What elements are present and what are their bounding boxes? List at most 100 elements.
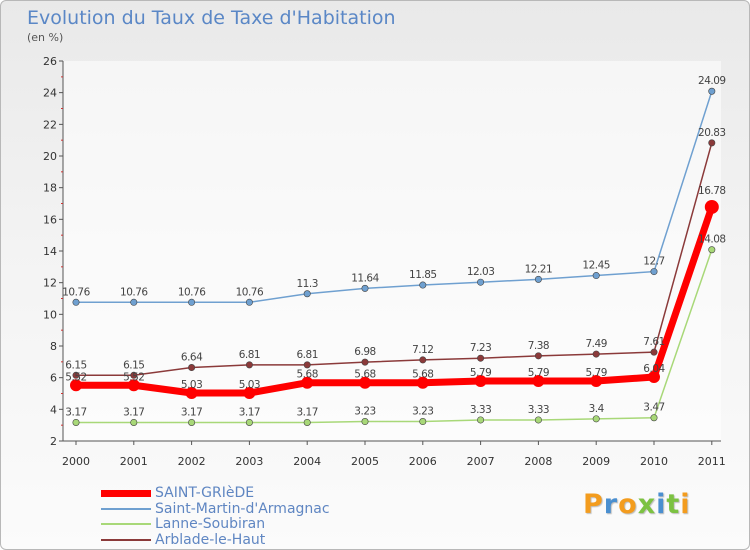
data-label: 5.79 xyxy=(586,367,607,379)
data-point xyxy=(72,418,80,426)
data-point xyxy=(592,350,600,358)
data-point xyxy=(127,379,140,392)
data-point xyxy=(130,418,138,426)
data-point xyxy=(245,418,253,426)
y-tick-label: 24 xyxy=(43,87,57,100)
data-point xyxy=(361,418,369,426)
x-tick-label: 2000 xyxy=(62,455,90,468)
data-label: 6.81 xyxy=(239,349,260,361)
data-point xyxy=(477,354,485,362)
data-point xyxy=(416,376,429,389)
data-label: 5.68 xyxy=(297,369,318,381)
data-label: 6.64 xyxy=(181,352,203,364)
y-tick-label: 12 xyxy=(43,277,57,290)
logo-letter: P xyxy=(583,489,604,520)
series-line-2 xyxy=(76,249,713,424)
data-point xyxy=(419,418,427,426)
x-tick-label: 2010 xyxy=(640,455,668,468)
data-label: 3.33 xyxy=(470,404,491,416)
chart-unit: (en %) xyxy=(27,31,64,44)
series-line-1 xyxy=(76,91,713,304)
data-label: 12.21 xyxy=(525,263,553,275)
y-tick-label: 18 xyxy=(43,182,57,195)
data-label: 12.03 xyxy=(467,266,495,278)
data-label: 5.68 xyxy=(412,369,433,381)
data-point xyxy=(419,281,427,289)
data-label: 5.52 xyxy=(123,371,144,383)
y-tick-label: 10 xyxy=(43,308,57,321)
x-tick-label: 2004 xyxy=(293,455,321,468)
y-tick-label: 16 xyxy=(43,213,57,226)
data-label: 5.79 xyxy=(470,367,491,379)
data-point xyxy=(70,379,82,392)
data-label: 6.98 xyxy=(354,346,375,358)
logo-letter: r xyxy=(603,489,619,520)
data-label: 14.08 xyxy=(698,234,726,246)
y-tick-label: 14 xyxy=(43,245,57,258)
data-label: 6.04 xyxy=(643,363,665,375)
data-label: 3.17 xyxy=(181,406,202,418)
data-label: 20.83 xyxy=(698,127,726,139)
y-tick-label: 26 xyxy=(43,55,57,68)
data-label: 6.81 xyxy=(297,349,318,361)
data-label: 11.64 xyxy=(351,272,379,284)
x-tick-label: 2006 xyxy=(409,455,437,468)
legend-swatch xyxy=(101,538,151,541)
y-tick-label: 8 xyxy=(50,340,57,353)
data-point xyxy=(188,364,196,372)
logo-letter: o xyxy=(618,489,638,520)
data-label: 3.17 xyxy=(123,406,144,418)
x-tick-label: 2009 xyxy=(582,455,610,468)
data-point xyxy=(532,374,545,387)
data-point xyxy=(704,199,719,214)
logo-letter: x xyxy=(637,489,657,520)
data-point xyxy=(648,371,660,384)
data-label: 6.15 xyxy=(123,359,144,371)
data-point xyxy=(301,376,314,389)
data-point xyxy=(419,356,427,364)
series-line-0 xyxy=(76,205,716,397)
data-point xyxy=(188,418,196,426)
data-point xyxy=(592,272,600,280)
data-point xyxy=(592,415,600,423)
logo-letter: i xyxy=(656,489,667,520)
data-point xyxy=(72,371,80,379)
data-label: 3.17 xyxy=(239,406,260,418)
data-label: 7.12 xyxy=(412,344,433,356)
data-label: 5.79 xyxy=(528,367,549,379)
data-point xyxy=(303,290,311,298)
data-point xyxy=(303,361,311,369)
data-point xyxy=(359,376,371,389)
x-tick-label: 2007 xyxy=(467,455,495,468)
x-tick-label: 2008 xyxy=(524,455,552,468)
data-point xyxy=(650,414,658,422)
data-label: 16.78 xyxy=(698,185,726,197)
data-label: 12.45 xyxy=(582,260,610,272)
data-label: 3.23 xyxy=(354,406,375,418)
legend-swatch xyxy=(101,523,151,525)
data-label: 3.4 xyxy=(589,403,605,415)
data-label: 7.49 xyxy=(586,338,607,350)
data-label: 24.09 xyxy=(698,75,726,87)
y-tick-label: 4 xyxy=(50,403,57,416)
x-tick-label: 2011 xyxy=(698,455,726,468)
data-label: 3.23 xyxy=(412,406,433,418)
logo-letter: i xyxy=(680,489,691,520)
data-point xyxy=(243,387,256,400)
data-point xyxy=(534,352,542,360)
data-label: 5.52 xyxy=(65,371,86,383)
x-tick-label: 2005 xyxy=(351,455,379,468)
data-point xyxy=(477,278,485,286)
data-label: 3.47 xyxy=(643,402,664,414)
x-tick-label: 2003 xyxy=(235,455,263,468)
data-label: 11.3 xyxy=(297,278,318,290)
data-point xyxy=(361,358,369,366)
legend-label: Lanne-Soubiran xyxy=(155,516,266,532)
data-label: 10.76 xyxy=(120,286,148,298)
data-point xyxy=(130,298,138,306)
data-label: 5.03 xyxy=(239,379,260,391)
data-label: 5.03 xyxy=(181,379,202,391)
data-point xyxy=(590,374,603,387)
data-point xyxy=(474,374,487,387)
